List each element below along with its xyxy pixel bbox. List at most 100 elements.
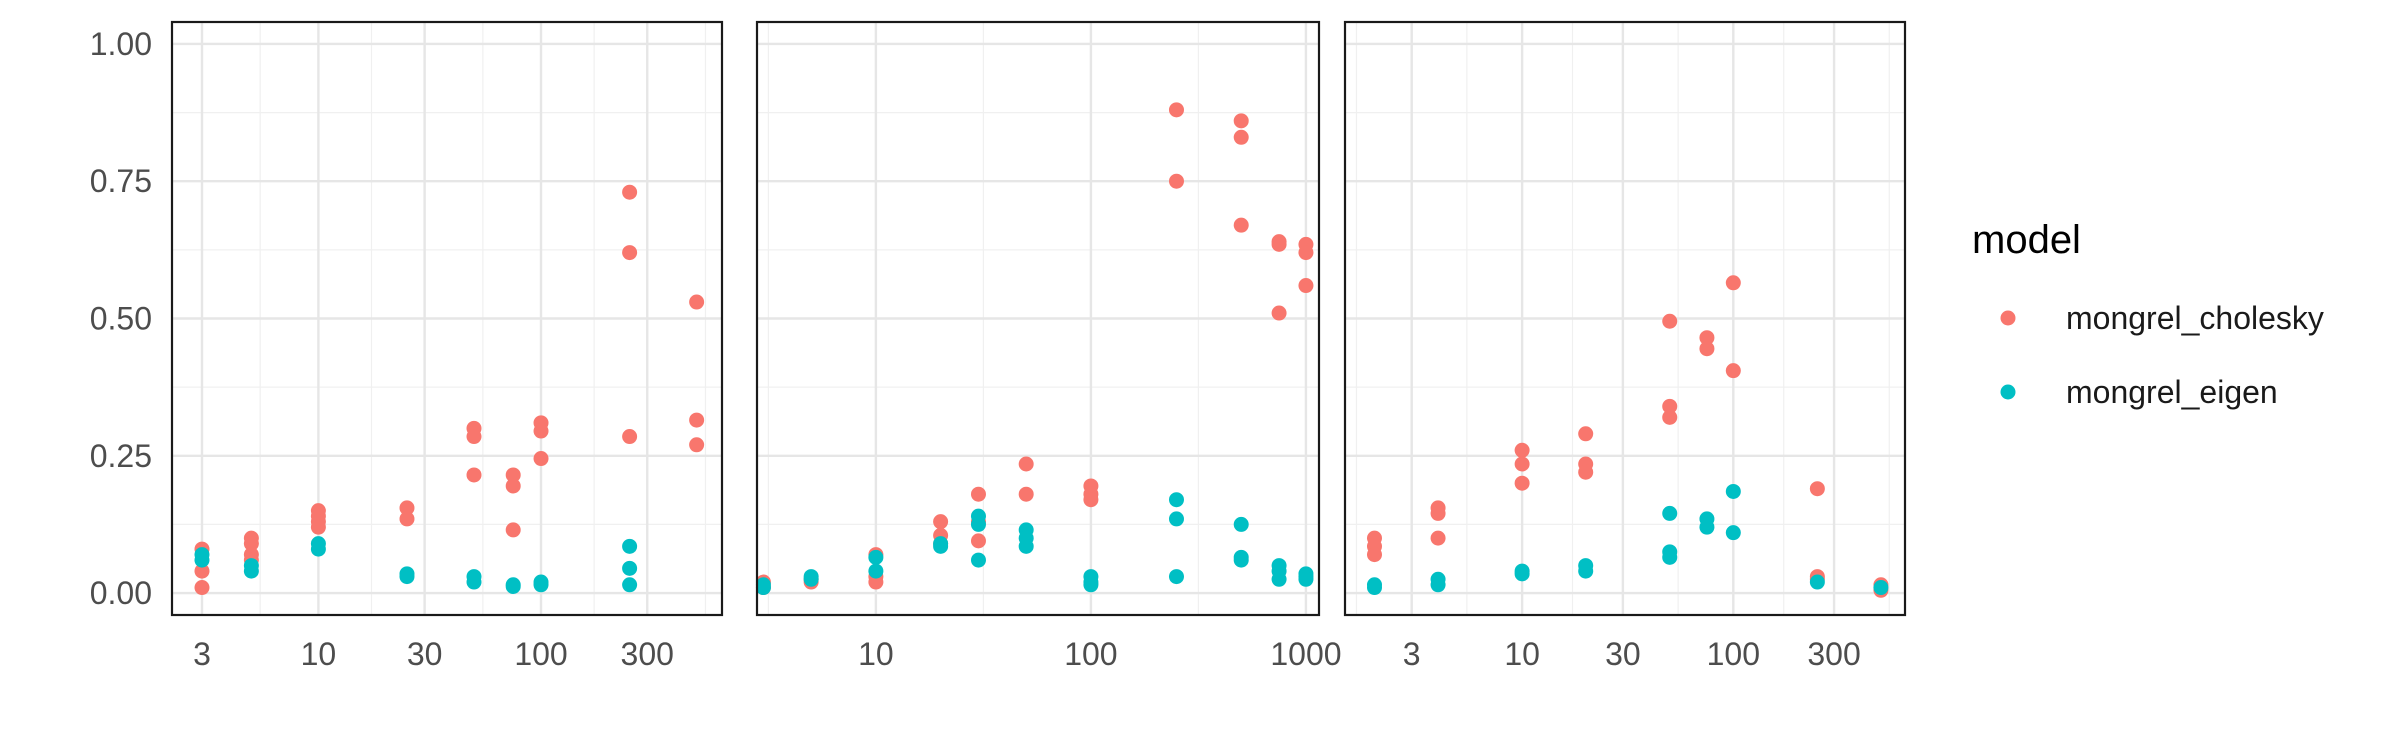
eigen-point: [1018, 538, 1034, 554]
cholesky-point: [1168, 102, 1184, 118]
panel-1: 3 10 30 100 300: [170, 20, 724, 672]
eigen-point: [1271, 571, 1287, 587]
eigen-point: [1578, 563, 1594, 579]
cholesky-point: [505, 522, 521, 538]
eigen-point: [399, 569, 415, 585]
eigen-point: [1873, 580, 1889, 596]
cholesky-point: [689, 412, 705, 428]
x-tick-label: 3: [193, 636, 211, 672]
cholesky-point: [399, 500, 415, 516]
y-tick-label: 1.00: [90, 26, 152, 62]
cholesky-point: [1699, 341, 1715, 357]
cholesky-point: [1430, 505, 1446, 521]
cholesky-point: [1083, 492, 1099, 508]
cholesky-point: [1233, 217, 1249, 233]
cholesky-point: [622, 245, 638, 261]
cholesky-point: [622, 184, 638, 200]
eigen-point: [622, 560, 638, 576]
cholesky-point: [868, 574, 884, 590]
cholesky-point: [1298, 245, 1314, 261]
cholesky-point: [1725, 275, 1741, 291]
eigen-point: [533, 577, 549, 593]
eigen-point: [1298, 571, 1314, 587]
x-tick-label: 10: [301, 636, 337, 672]
cholesky-point: [1298, 278, 1314, 294]
cholesky-point: [1233, 129, 1249, 145]
eigen-point: [933, 538, 949, 554]
x-tick-label: 10: [1504, 636, 1540, 672]
cholesky-point: [689, 437, 705, 453]
cholesky-point: [1809, 481, 1825, 497]
eigen-point: [1514, 566, 1530, 582]
panel-border: [1343, 20, 1907, 617]
x-tick-label: 100: [1707, 636, 1760, 672]
panel-3: 3 10 30 100 300: [1343, 20, 1907, 672]
x-tick-label: 30: [1605, 636, 1641, 672]
eigen-point: [970, 516, 986, 532]
cholesky-point: [1662, 313, 1678, 329]
eigen-point: [1809, 574, 1825, 590]
cholesky-point: [1514, 475, 1530, 491]
cholesky-point: [533, 423, 549, 439]
eigen-point: [505, 578, 521, 594]
cholesky-point: [1271, 305, 1287, 321]
eigen-point: [803, 571, 819, 587]
cholesky-point: [1725, 363, 1741, 379]
legend-key-cholesky: [2000, 310, 2016, 326]
cholesky-point: [1699, 330, 1715, 346]
eigen-point: [755, 580, 771, 596]
cholesky-point: [243, 536, 259, 552]
cholesky-point: [533, 451, 549, 467]
cholesky-point: [1168, 173, 1184, 189]
eigen-point: [1366, 580, 1382, 596]
eigen-point: [1699, 519, 1715, 535]
cholesky-point: [505, 467, 521, 483]
x-tick-label: 10: [858, 636, 894, 672]
legend-label: mongrel_cholesky: [2066, 300, 2324, 336]
cholesky-point: [689, 294, 705, 310]
eigen-point: [1662, 505, 1678, 521]
y-tick-label: 0.50: [90, 301, 152, 337]
legend-key-eigen: [2000, 384, 2016, 400]
eigen-point: [1168, 569, 1184, 585]
cholesky-point: [1366, 547, 1382, 563]
legend-label: mongrel_eigen: [2066, 374, 2278, 410]
eigen-point: [1233, 516, 1249, 532]
cholesky-point: [1514, 456, 1530, 472]
cholesky-point: [622, 429, 638, 445]
cholesky-point: [194, 563, 210, 579]
cholesky-point: [1662, 398, 1678, 414]
y-tick-label: 0.25: [90, 438, 152, 474]
eigen-point: [310, 541, 326, 557]
y-tick-label: 0.00: [90, 575, 152, 611]
panel-border: [755, 20, 1321, 617]
eigen-point: [1662, 549, 1678, 565]
cholesky-point: [1514, 442, 1530, 458]
y-tick-label: 0.75: [90, 163, 152, 199]
eigen-point: [1083, 577, 1099, 593]
x-tick-label: 300: [621, 636, 674, 672]
x-tick-label: 100: [514, 636, 567, 672]
cholesky-point: [1662, 409, 1678, 425]
eigen-point: [622, 538, 638, 554]
cholesky-point: [1233, 113, 1249, 129]
cholesky-point: [1018, 486, 1034, 502]
legend: model mongrel_cholesky mongrel_eigen: [1972, 218, 2324, 410]
eigen-point: [1168, 492, 1184, 508]
cholesky-point: [1018, 456, 1034, 472]
cholesky-point: [399, 511, 415, 527]
eigen-point: [466, 574, 482, 590]
cholesky-point: [310, 519, 326, 535]
eigen-point: [868, 549, 884, 565]
x-tick-label: 100: [1064, 636, 1117, 672]
legend-title: model: [1972, 218, 2081, 262]
cholesky-point: [1271, 236, 1287, 252]
x-tick-label: 300: [1807, 636, 1860, 672]
eigen-point: [1168, 511, 1184, 527]
cholesky-point: [1430, 530, 1446, 546]
eigen-point: [1725, 525, 1741, 541]
cholesky-point: [505, 478, 521, 494]
cholesky-point: [933, 514, 949, 530]
cholesky-point: [1578, 426, 1594, 442]
